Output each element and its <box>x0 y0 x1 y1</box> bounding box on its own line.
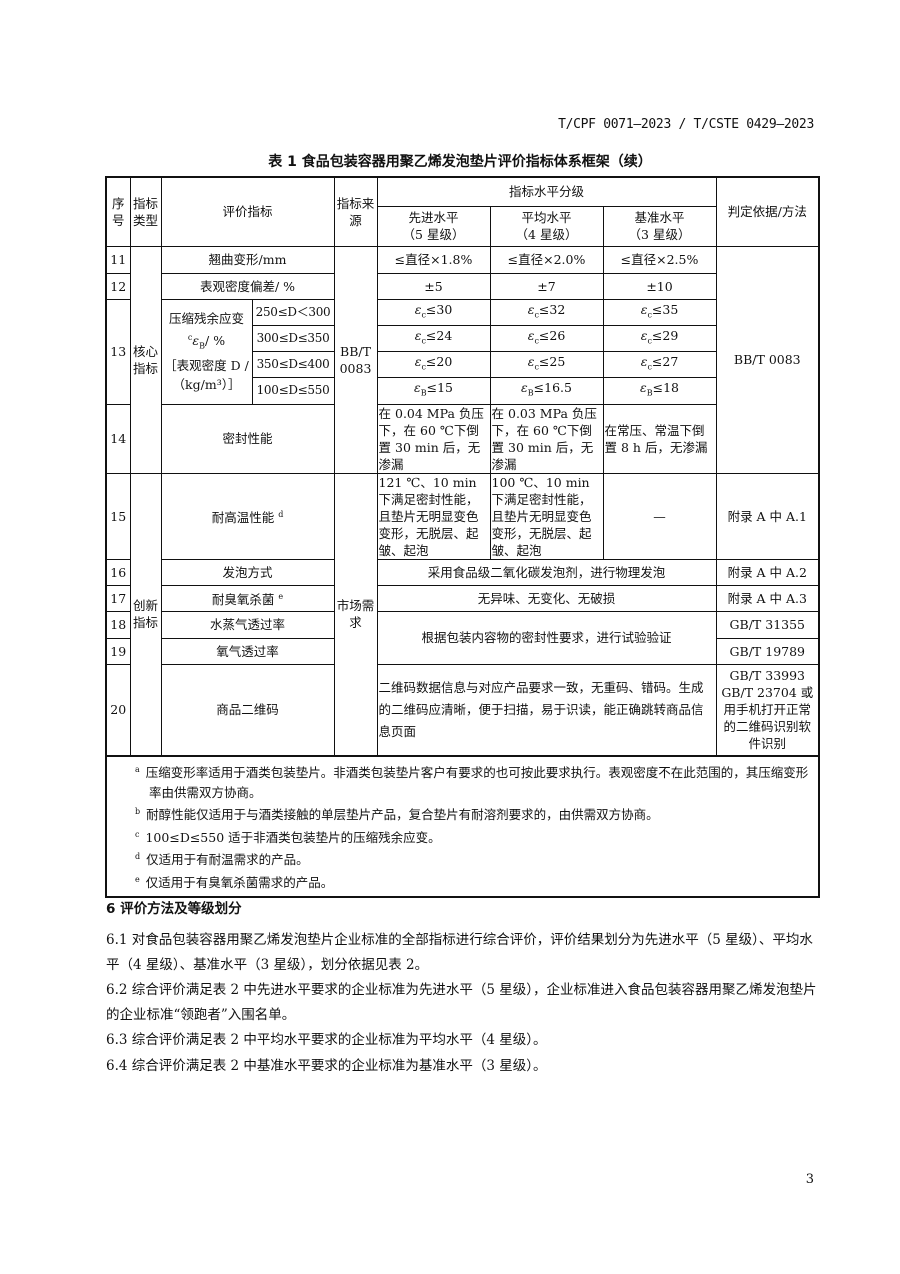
table-row: 17 耐臭氧杀菌 e 无异味、无变化、无破损 附录 A 中 A.3 <box>105 584 820 612</box>
strain-value: εc≤25 <box>489 350 604 378</box>
footnote: b 耐醇性能仅适用于与酒类接触的单层垫片产品，复合垫片有耐溶剂要求的，由供需双方协… <box>135 807 659 823</box>
table-row: 15 创新指标 耐高温性能 d 市场需求 121 ℃、10 min 下满足密封性… <box>105 472 820 757</box>
strain-value: εc≤32 <box>489 298 604 326</box>
paragraph: 6.2 综合评价满足表 2 中先进水平要求的企业标准为先进水平（5 星级），企业… <box>106 982 817 1023</box>
table-row: 12 表观密度偏差/ % ±5 ±7 ±10 <box>105 272 819 300</box>
col-no: 序号 <box>105 176 131 247</box>
col-average: 平均水平 （4 星级） <box>489 205 604 247</box>
group-core: 核心指标 <box>129 245 162 474</box>
table-title: 表 1 食品包装容器用聚乙烯发泡垫片评价指标体系框架（续） <box>268 154 652 170</box>
density-range: 100≤D≤550 <box>251 376 335 405</box>
table-footnotes: a 压缩变形率适用于酒类包装垫片。非酒类包装垫片客户有要求的也可按此要求执行。表观… <box>105 755 820 898</box>
strain-value: εc≤35 <box>602 298 717 326</box>
strain-value: εc≤30 <box>376 298 491 326</box>
footnote: d 仅适用于有耐温需求的产品。 <box>135 852 309 868</box>
strain-value: εc≤29 <box>602 324 717 352</box>
page-number: 3 <box>805 1172 814 1187</box>
table-row: 13 压缩残余应变 cεB/ % ［表观密度 D / （kg/m³）］ 250≤D＜3… <box>105 298 819 405</box>
group-innovation: 创新指标 <box>129 472 162 757</box>
paragraph: 6.1 对食品包装容器用聚乙烯发泡垫片企业标准的全部指标进行综合评价，评价结果划… <box>106 932 813 973</box>
method-core: BB/T 0083 <box>715 245 820 474</box>
col-method: 判定依据/方法 <box>715 176 820 247</box>
table-row: 350≤D≤400 εc≤20 εc≤25 εc≤27 <box>106 350 819 378</box>
strain-value: εB≤18 <box>602 376 717 405</box>
source-market: 市场需求 <box>333 472 378 757</box>
col-source: 指标来源 <box>333 176 378 247</box>
strain-value: εc≤20 <box>376 350 491 378</box>
table-row: 100≤D≤550 εB≤15 εB≤16.5 εB≤18 <box>106 376 819 405</box>
table-row: 14 密封性能 在 0.04 MPa 负压下，在 60 ℃下倒置 30 min … <box>105 403 819 474</box>
indicator-table: 序号 指标类型 评价指标 指标来源 指标水平分级 判定依据/方法 先进水平 （5 … <box>105 176 821 898</box>
strain-value: εB≤16.5 <box>489 376 604 405</box>
strain-value: εc≤27 <box>602 350 717 378</box>
table-row: 19 氧气透过率 GB/T 19789 <box>105 637 820 665</box>
compression-strain-label: 压缩残余应变 cεB/ % ［表观密度 D / （kg/m³）］ <box>160 298 253 405</box>
density-range: 250≤D＜300 <box>251 298 335 326</box>
source-core: BB/T 0083 <box>333 245 378 474</box>
table-row: 20 商品二维码 二维码数据信息与对应产品要求一致，无重码、错码。生成的二维码应… <box>105 663 820 757</box>
col-levels: 指标水平分级 <box>376 176 717 207</box>
density-range: 350≤D≤400 <box>251 350 335 378</box>
col-baseline: 基准水平 （3 星级） <box>602 205 717 247</box>
strain-value: εB≤15 <box>376 376 491 405</box>
col-type: 指标类型 <box>129 176 162 247</box>
paragraph: 6.3 综合评价满足表 2 中平均水平要求的企业标准为平均水平（4 星级）。 <box>106 1032 547 1048</box>
paragraph: 6.4 综合评价满足表 2 中基准水平要求的企业标准为基准水平（3 星级）。 <box>106 1058 547 1074</box>
strain-value: εc≤24 <box>376 324 491 352</box>
footnote: e 仅适用于有臭氧杀菌需求的产品。 <box>135 875 334 891</box>
section-heading: 6 评价方法及等级划分 <box>106 901 242 917</box>
col-indicator: 评价指标 <box>160 176 335 247</box>
table-row: 11 核心指标 翘曲变形/mm BB/T 0083 ≤直径×1.8% ≤直径×2.… <box>105 245 820 474</box>
footnote: c 100≤D≤550 适于非酒类包装垫片的压缩残余应变。 <box>135 829 441 845</box>
strain-value: εc≤26 <box>489 324 604 352</box>
table-row: 18 水蒸气透过率 根据包装内容物的密封性要求，进行试验验证 GB/T 3135… <box>105 610 820 665</box>
standard-number: T/CPF 0071—2023 / T/CSTE 0429—2023 <box>558 117 814 132</box>
table-row: 16 发泡方式 采用食品级二氧化碳发泡剂，进行物理发泡 附录 A 中 A.2 <box>105 558 820 586</box>
density-range: 300≤D≤350 <box>251 324 335 352</box>
col-advanced: 先进水平 （5 星级） <box>376 205 491 247</box>
footnote: a 压缩变形率适用于酒类包装垫片。非酒类包装垫片客户有要求的也可按此要求执行。表观… <box>135 765 809 800</box>
